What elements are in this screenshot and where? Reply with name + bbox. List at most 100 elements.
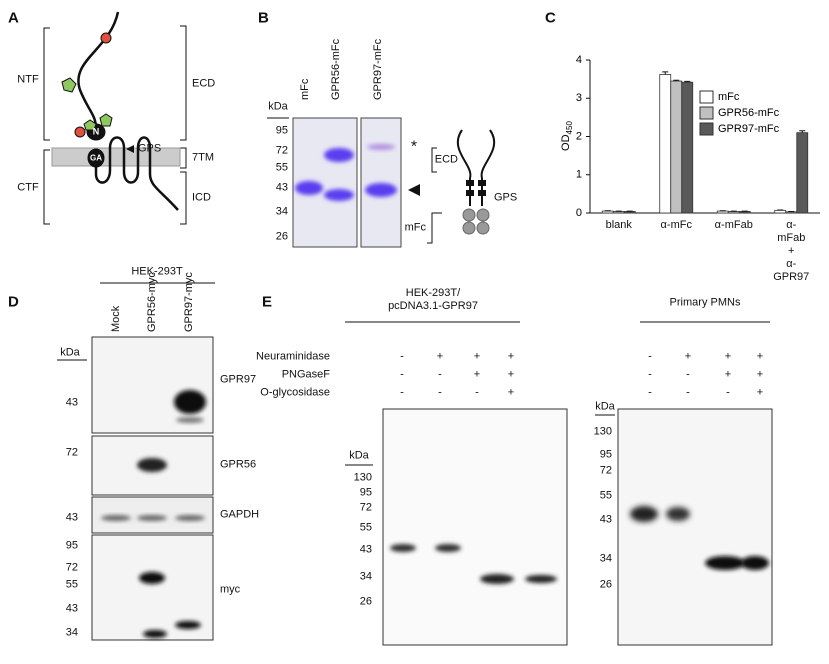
label: kDa [268, 100, 288, 113]
x-tick-label: α-mFc [660, 219, 692, 231]
sign: + [473, 368, 481, 381]
label: ICD [192, 191, 211, 204]
y-tick-label: 4 [576, 54, 582, 66]
lane-label: Mock [110, 305, 122, 332]
marker-label: 34 [599, 552, 612, 565]
lane-label: GPR56-myc [146, 272, 158, 332]
marker-label: 72 [65, 446, 78, 459]
sign: + [507, 350, 515, 363]
marker-label: 34 [275, 205, 288, 218]
bar [774, 209, 787, 214]
sign: - [438, 368, 442, 381]
error-bar [662, 71, 669, 75]
label: kDa [349, 449, 369, 462]
blot-label: GAPDH [220, 508, 260, 521]
marker-label: 55 [275, 161, 288, 174]
domain-label: N [92, 126, 100, 137]
gel [267, 117, 496, 248]
bar [659, 74, 672, 214]
bar [785, 211, 798, 214]
y-axis-label: OD450 [560, 121, 574, 151]
marker-label: 43 [65, 602, 78, 615]
marker-label: 43 [359, 543, 372, 556]
western-blot [345, 321, 773, 646]
marker-label: 72 [599, 464, 612, 477]
panel-label: B [258, 9, 269, 27]
label: GPS [494, 191, 518, 204]
bar [727, 211, 740, 214]
x-tick-label: α-mFab [714, 219, 753, 231]
label: ECD [434, 153, 458, 166]
sign: - [400, 386, 404, 399]
label: kDa [60, 346, 80, 359]
sign: + [436, 350, 444, 363]
treatment-label: O-glycosidase [260, 386, 330, 399]
label: ECD [192, 77, 216, 90]
panel-label: D [8, 293, 19, 311]
sign: - [686, 368, 690, 381]
label: mFc [404, 221, 426, 234]
marker-label: 72 [275, 144, 288, 157]
bar [796, 132, 809, 214]
bar [612, 211, 625, 214]
label: CTF [17, 181, 39, 194]
sign: + [724, 350, 732, 363]
marker-label: 72 [65, 561, 78, 574]
marker-label: 130 [353, 471, 372, 484]
marker-label: 26 [275, 230, 288, 243]
sign: - [475, 386, 479, 399]
lane-label: GPR97-myc [183, 272, 195, 332]
label: kDa [595, 400, 615, 413]
legend-swatch [699, 122, 714, 136]
blot-label: myc [220, 583, 241, 596]
sign: + [756, 386, 764, 399]
label: 7TM [192, 151, 214, 164]
sign: - [648, 368, 652, 381]
marker-label: 43 [65, 396, 78, 409]
marker-label: 43 [275, 181, 288, 194]
sign: + [507, 368, 515, 381]
receptor-schematic [43, 11, 187, 225]
marker-label: 95 [275, 124, 288, 137]
x-tick-label: α-mFab + α-GPR97 [773, 219, 810, 283]
lane-label: GPR56-mFc [330, 38, 342, 100]
label: HEK-293T [131, 265, 183, 278]
marker-label: 95 [359, 486, 372, 499]
legend-swatch [699, 90, 714, 104]
legend-label: mFc [718, 91, 740, 103]
error-bar [673, 79, 680, 82]
sign: - [686, 386, 690, 399]
sign: + [507, 386, 515, 399]
blot-label: GPR56 [220, 458, 257, 471]
marker-label: 95 [599, 448, 612, 461]
sign: + [756, 368, 764, 381]
error-bar [799, 130, 806, 133]
sign: - [648, 386, 652, 399]
marker-label: 55 [65, 578, 78, 591]
label: NTF [17, 73, 39, 86]
bar [716, 210, 729, 214]
marker-label: 72 [359, 501, 372, 514]
sign: + [473, 350, 481, 363]
domain-label: GA [90, 153, 102, 163]
y-tick-label: 2 [576, 130, 582, 142]
marker-label: 34 [65, 626, 78, 639]
sign: + [684, 350, 692, 363]
marker-label: 34 [359, 570, 372, 583]
panel-label: A [8, 9, 19, 27]
marker-label: 43 [599, 513, 612, 526]
sign: - [726, 386, 730, 399]
x-tick-label: blank [605, 219, 632, 231]
sign: - [438, 386, 442, 399]
sign: - [400, 350, 404, 363]
treatment-label: Neuraminidase [256, 350, 330, 363]
bar [623, 211, 636, 214]
marker-label: 26 [599, 578, 612, 591]
marker-label: 95 [65, 539, 78, 552]
marker-label: 130 [593, 425, 612, 438]
panel-label: C [545, 9, 556, 27]
lane-label: mFc [299, 78, 311, 100]
marker-label: 55 [599, 489, 612, 502]
